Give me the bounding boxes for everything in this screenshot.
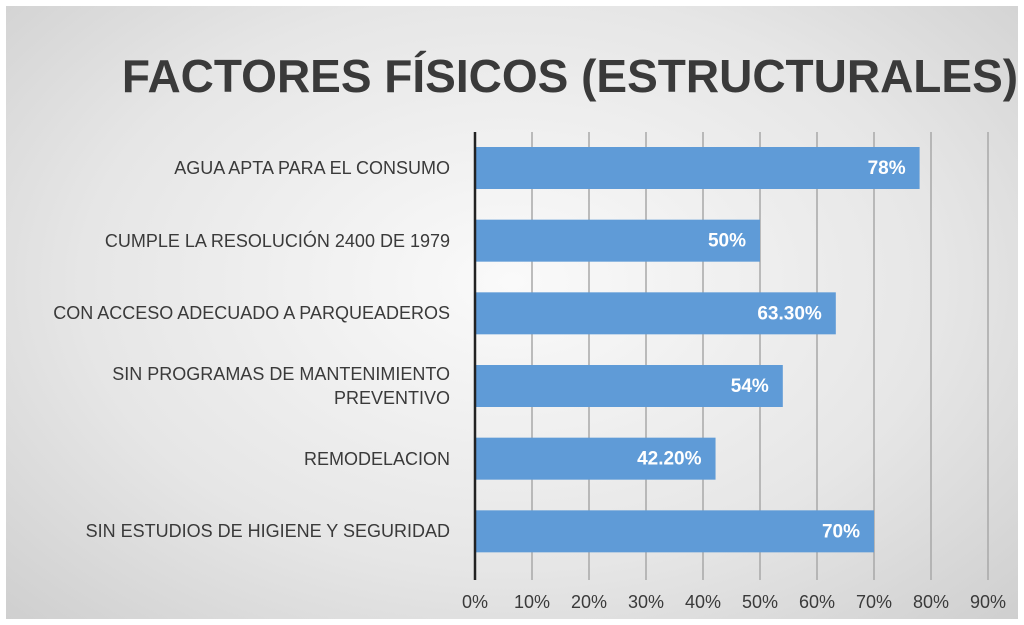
bar: [475, 510, 874, 553]
x-tick-label: 70%: [856, 592, 892, 612]
y-tick-label: AGUA APTA PARA EL CONSUMO: [174, 158, 450, 178]
y-tick-label: SIN PROGRAMAS DE MANTENIMIENTO PREVENTIV…: [112, 364, 450, 408]
x-tick-label: 90%: [970, 592, 1006, 612]
x-tick-label: 50%: [742, 592, 778, 612]
y-tick-label: SIN ESTUDIOS DE HIGIENE Y SEGURIDAD: [85, 521, 450, 542]
y-tick-label: CON ACCESO ADECUADO A PARQUEADEROS: [53, 303, 450, 324]
y-tick-label: CUMPLE LA RESOLUCIÓN 2400 DE 1979: [104, 230, 450, 251]
bar: [475, 292, 836, 335]
x-tick-label: 10%: [514, 592, 550, 612]
value-label: 63.30%: [757, 303, 822, 324]
x-tick-label: 40%: [685, 592, 721, 612]
bar: [475, 219, 760, 262]
chart-title: FACTORES FÍSICOS (ESTRUCTURALES): [122, 50, 1018, 102]
bar: [475, 365, 783, 407]
y-tick-label: REMODELACION: [303, 448, 450, 469]
x-tick-label: 30%: [628, 592, 664, 612]
value-label: 54%: [731, 376, 769, 397]
value-label: 42.20%: [637, 449, 702, 470]
value-label: 78%: [868, 158, 906, 179]
x-tick-label: 20%: [571, 592, 607, 612]
value-label: 50%: [708, 231, 746, 252]
bar: [475, 147, 920, 189]
x-tick-label: 0%: [462, 592, 488, 612]
x-tick-label: 60%: [799, 592, 835, 612]
value-label: 70%: [822, 521, 860, 542]
bar: [475, 437, 716, 480]
x-tick-label: 80%: [913, 592, 949, 612]
